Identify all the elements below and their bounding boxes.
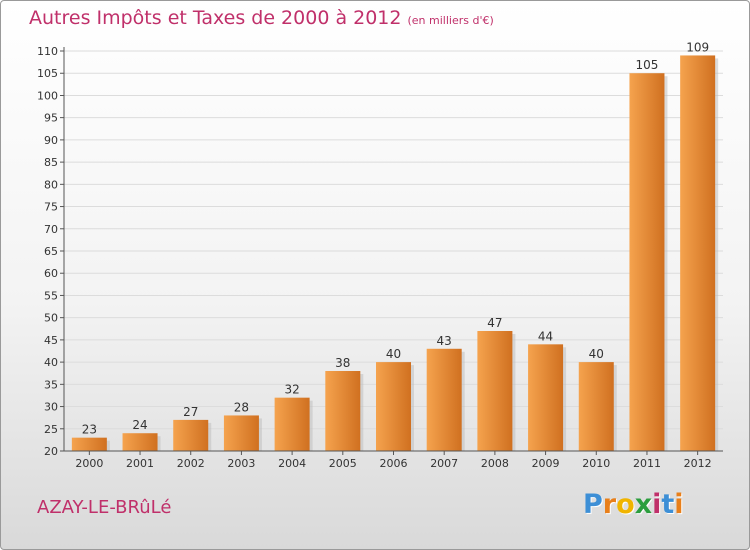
y-tick-label: 30 <box>44 401 58 414</box>
y-tick-label: 110 <box>37 45 58 58</box>
bar-value-label: 47 <box>487 316 502 330</box>
y-tick-label: 100 <box>37 89 58 102</box>
bar <box>578 362 614 451</box>
chart-title-block: Autres Impôts et Taxes de 2000 à 2012 (en… <box>29 7 494 29</box>
bar-value-label: 40 <box>386 347 401 361</box>
x-tick-label: 2002 <box>177 457 205 470</box>
x-tick-label: 2000 <box>75 457 103 470</box>
y-tick-label: 45 <box>44 334 58 347</box>
x-tick-label: 2007 <box>430 457 458 470</box>
y-tick-label: 65 <box>44 245 58 258</box>
logo-letter: x <box>634 489 653 520</box>
x-tick-label: 2009 <box>532 457 560 470</box>
bar-value-label: 24 <box>132 418 147 432</box>
chart-subtitle: (en milliers d'€) <box>407 14 494 27</box>
x-tick-label: 2011 <box>633 457 661 470</box>
bar-value-label: 40 <box>589 347 604 361</box>
bar <box>477 331 513 451</box>
logo-letter: i <box>652 489 662 520</box>
logo-letter: i <box>674 489 684 520</box>
bar <box>122 433 158 451</box>
bar <box>680 55 716 451</box>
y-tick-label: 90 <box>44 134 58 147</box>
bar-value-label: 38 <box>335 356 350 370</box>
y-tick-label: 85 <box>44 156 58 169</box>
bars: 23 24 27 28 32 38 40 43 47 44 40 105 109 <box>71 40 719 451</box>
bar <box>71 437 107 451</box>
bar <box>173 419 209 451</box>
y-tick-label: 55 <box>44 289 58 302</box>
x-tick-label: 2008 <box>481 457 509 470</box>
bar-value-label: 27 <box>183 405 198 419</box>
bar <box>274 397 310 451</box>
y-tick-label: 40 <box>44 356 58 369</box>
y-tick-label: 35 <box>44 378 58 391</box>
y-tick-label: 50 <box>44 312 58 325</box>
y-tick-label: 60 <box>44 267 58 280</box>
y-tick-label: 80 <box>44 178 58 191</box>
axes: 20 25 30 35 40 45 50 55 60 65 70 75 80 85 90 95 100 105 11… <box>37 45 723 470</box>
y-tick-label: 25 <box>44 423 58 436</box>
x-tick-label: 2010 <box>582 457 610 470</box>
bar-value-label: 28 <box>234 400 249 414</box>
bar <box>629 73 665 451</box>
y-tick-label: 70 <box>44 223 58 236</box>
x-tick-label: 2005 <box>329 457 357 470</box>
bar-value-label: 43 <box>437 334 452 348</box>
y-tick-label: 75 <box>44 201 58 214</box>
logo-letter: t <box>661 489 675 520</box>
proxiti-logo: Proxiti <box>583 489 684 520</box>
bar-value-label: 23 <box>82 423 97 437</box>
x-tick-label: 2012 <box>684 457 712 470</box>
chart-title: Autres Impôts et Taxes de 2000 à 2012 <box>29 7 402 29</box>
logo-letter: P <box>583 489 603 520</box>
x-tick-label: 2006 <box>380 457 408 470</box>
y-tick-label: 95 <box>44 112 58 125</box>
logo-letter: o <box>616 489 635 520</box>
bar <box>426 348 462 451</box>
bar-value-label: 44 <box>538 329 553 343</box>
bar <box>376 362 411 451</box>
y-tick-label: 20 <box>44 445 58 458</box>
x-tick-label: 2003 <box>227 457 255 470</box>
bar <box>528 344 564 451</box>
bar <box>325 371 361 451</box>
bar-value-label: 105 <box>636 58 659 72</box>
bar-value-label: 109 <box>686 40 709 54</box>
x-tick-label: 2004 <box>278 457 306 470</box>
y-tick-label: 105 <box>37 67 58 80</box>
commune-name: AZAY-LE-BRûLé <box>37 497 172 518</box>
x-tick-label: 2001 <box>126 457 154 470</box>
bar-value-label: 32 <box>284 383 299 397</box>
logo-letter: r <box>602 489 617 520</box>
bar <box>223 415 259 451</box>
